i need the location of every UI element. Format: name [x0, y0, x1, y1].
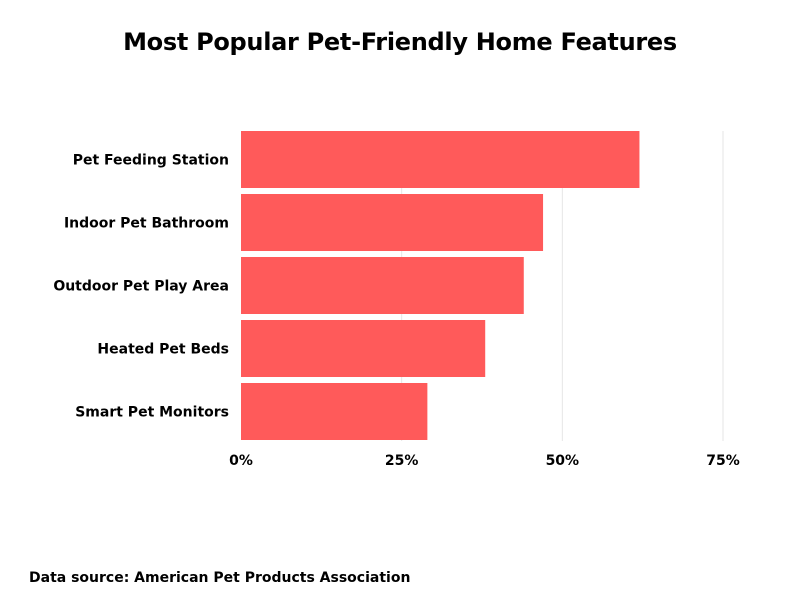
bar	[241, 257, 524, 314]
category-label: Pet Feeding Station	[73, 153, 229, 169]
bar	[241, 131, 640, 188]
bar	[241, 320, 486, 377]
category-label: Smart Pet Monitors	[75, 405, 229, 421]
x-tick-label: 0%	[229, 453, 253, 469]
x-tick-label: 50%	[546, 453, 580, 469]
category-labels: Pet Feeding Station Indoor Pet Bathroom Ou…	[53, 153, 229, 421]
category-label: Heated Pet Beds	[97, 342, 229, 358]
chart-title: Most Popular Pet-Friendly Home Features	[123, 28, 677, 56]
bar	[241, 194, 544, 251]
category-label: Indoor Pet Bathroom	[64, 216, 229, 232]
x-axis-ticks: 0% 25% 50% 75%	[229, 453, 740, 469]
x-tick-label: 75%	[706, 453, 740, 469]
bars	[241, 131, 640, 440]
bar	[241, 383, 428, 440]
x-tick-label: 25%	[385, 453, 419, 469]
category-label: Outdoor Pet Play Area	[53, 279, 229, 295]
data-source-note: Data source: American Pet Products Assoc…	[29, 570, 411, 586]
